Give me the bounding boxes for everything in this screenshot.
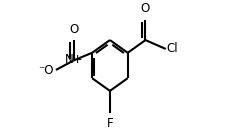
Text: O: O xyxy=(69,23,78,36)
Text: N+: N+ xyxy=(64,53,83,66)
Text: ⁻O: ⁻O xyxy=(38,64,54,77)
Text: Cl: Cl xyxy=(166,43,177,55)
Text: O: O xyxy=(140,2,150,15)
Text: F: F xyxy=(106,117,113,130)
